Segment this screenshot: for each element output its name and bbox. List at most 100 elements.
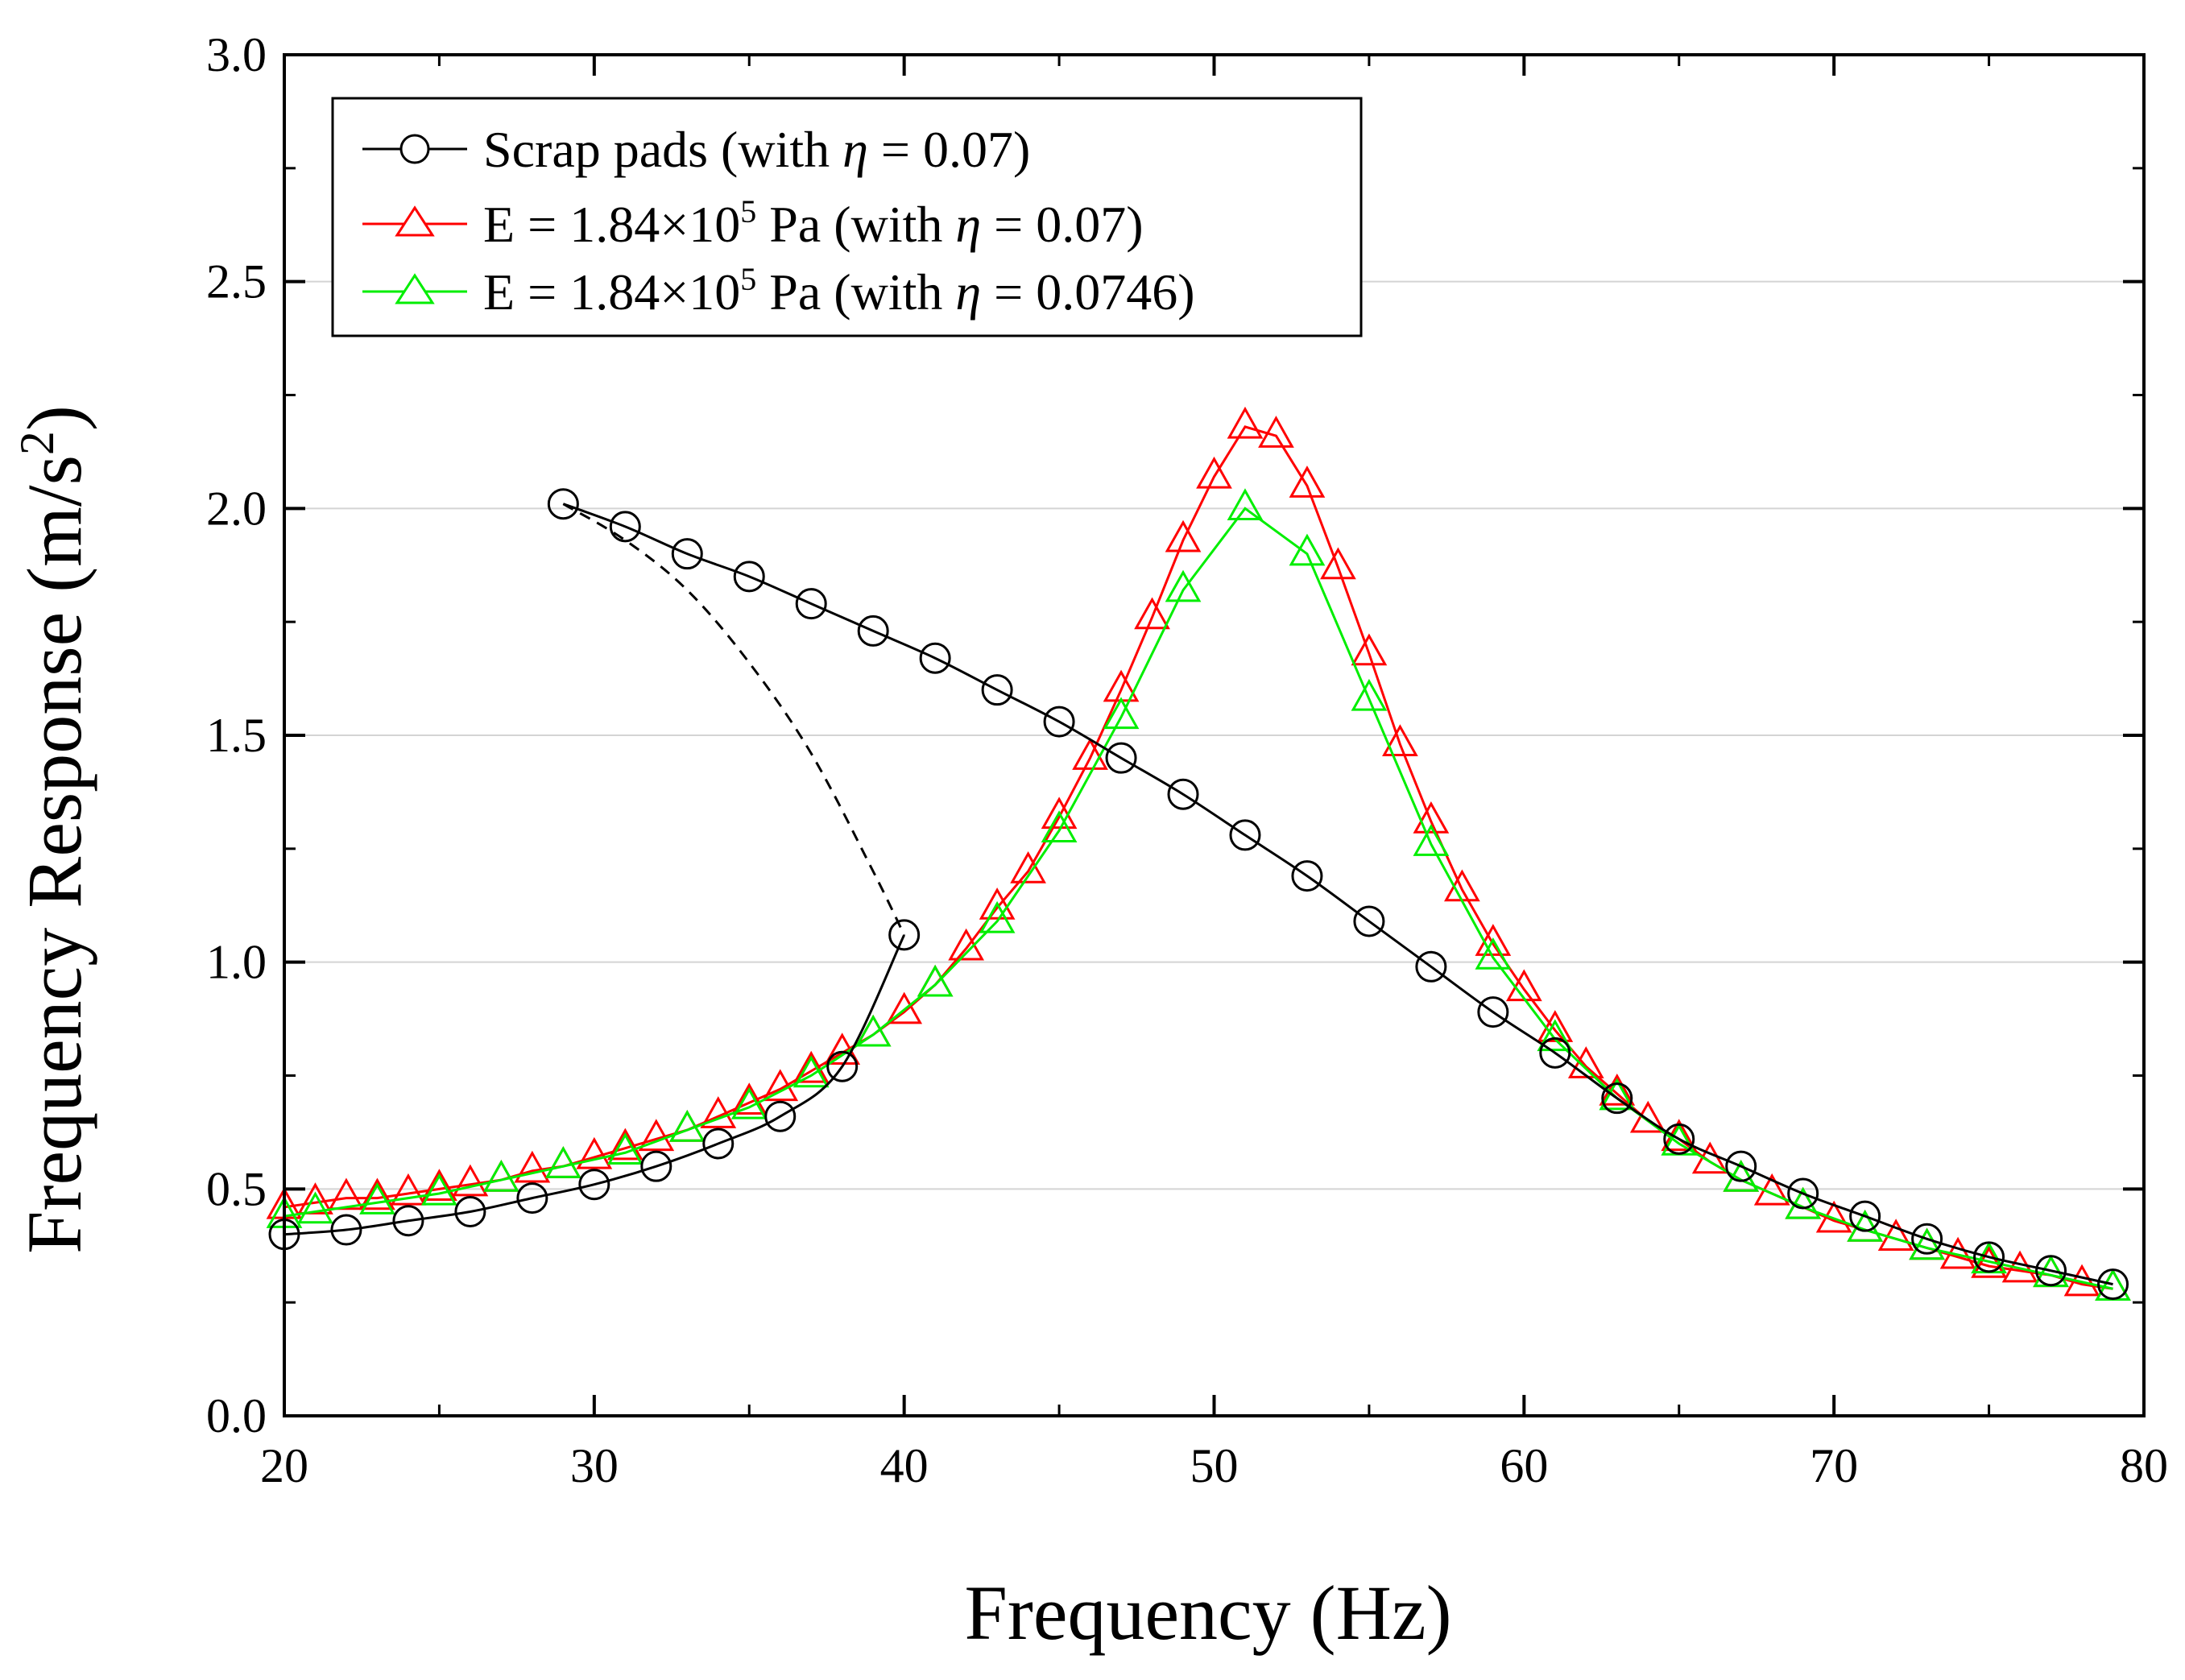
y-axis-title-main: Frequency Response (m/s	[11, 455, 97, 1254]
red-triangle-point	[1289, 466, 1326, 498]
legend-entry-red: E = 1.84×105 Pa (with η = 0.07)	[362, 193, 1144, 253]
red-triangle-point	[1629, 1100, 1666, 1133]
red-triangle-point	[1041, 797, 1078, 830]
scrap-pads-upper-circle-point	[1787, 1177, 1819, 1210]
red-triangle-point	[1258, 416, 1294, 448]
y-axis-title-superscript: 2	[10, 431, 64, 455]
green-series-line	[283, 507, 2113, 1290]
scrap-pads-upper-circle-point	[547, 488, 579, 520]
legend: Scrap pads (with η = 0.07) E = 1.84×105 …	[331, 97, 1363, 337]
y-axis-title-close: )	[11, 405, 97, 431]
green-triangle-point	[359, 1182, 395, 1214]
red-triangle-point	[1567, 1046, 1604, 1078]
scrap-pads-unstable-dashed-line	[562, 503, 906, 936]
legend-entry-green: E = 1.84×105 Pa (with η = 0.0746)	[362, 261, 1195, 321]
x-tick-label: 20	[260, 1439, 308, 1492]
red-triangle-point	[1444, 869, 1480, 902]
scrap-pads-upper-circle-point	[609, 511, 641, 543]
green-triangle-point	[1723, 1160, 1760, 1192]
green-triangle-point	[1289, 533, 1326, 566]
legend-label-green: E = 1.84×105 Pa (with η = 0.0746)	[483, 261, 1195, 321]
green-triangle-point	[1909, 1227, 1945, 1260]
green-triangle-point	[421, 1173, 457, 1206]
series-scrap-pads	[268, 488, 2129, 1301]
green-triangle-point	[730, 1086, 768, 1119]
scrap-pads-upper-circle-point	[2035, 1255, 2067, 1287]
red-triangle-point	[1413, 801, 1450, 834]
scrap-pads-upper-circle-point	[1105, 742, 1137, 774]
scrap-pads-upper-circle-point	[981, 674, 1013, 706]
scrap-pads-lower-circle-point	[888, 919, 921, 951]
x-axis-title: Frequency (Hz)	[964, 1570, 1451, 1656]
legend-marker-circle	[399, 134, 430, 164]
green-triangle-point	[979, 900, 1016, 933]
red-triangle-point	[1320, 547, 1356, 580]
x-tick-label: 40	[880, 1439, 929, 1492]
red-triangle-point	[328, 1177, 365, 1210]
green-triangle-point	[1103, 697, 1140, 730]
red-triangle-point	[421, 1169, 457, 1202]
series-green-eta-0.0746	[266, 488, 2131, 1301]
red-triangle-point	[1010, 850, 1046, 883]
red-triangle-point	[1072, 738, 1108, 770]
scrap-pads-upper-circle-point	[1477, 996, 1509, 1028]
red-triangle-point	[1196, 456, 1232, 489]
scrap-pads-lower-circle-point	[764, 1100, 797, 1132]
green-triangle-point	[1413, 824, 1450, 856]
red-triangle-point	[297, 1182, 333, 1214]
red-triangle-point	[979, 888, 1016, 920]
red-triangle-point	[606, 1128, 643, 1161]
scrap-pads-lower-circle-point	[826, 1050, 859, 1082]
green-triangle-point	[1351, 678, 1388, 711]
scrap-pads-upper-circle-point	[1353, 905, 1385, 937]
red-triangle-point	[1227, 406, 1264, 439]
axis-ticks: 0.0 0.5 1.0 1.5 2.0 2.5 3.0 20 30 40 50 60 70 80	[206, 28, 2168, 1492]
scrap-pads-upper-circle-point	[1601, 1082, 1633, 1115]
red-triangle-point	[886, 991, 923, 1024]
scrap-pads-upper-circle-point	[1167, 778, 1199, 810]
legend-box	[331, 97, 1363, 337]
legend-label-scrap-pads: Scrap pads (with η = 0.07)	[483, 121, 1030, 178]
scrap-pads-upper-circle-point	[1911, 1223, 1943, 1255]
scrap-pads-lower-circle-point	[330, 1214, 362, 1246]
green-triangle-point	[855, 1014, 892, 1047]
scrap-pads-upper-circle-point	[1043, 706, 1075, 738]
scrap-pads-upper-circle-point	[1725, 1150, 1757, 1182]
y-tick-label: 3.0	[206, 28, 267, 81]
red-triangle-point	[514, 1150, 551, 1183]
y-tick-label: 2.0	[206, 482, 267, 535]
red-triangle-point	[452, 1164, 489, 1197]
green-triangle-point	[792, 1055, 830, 1088]
scrap-pads-lower-line	[283, 934, 906, 1236]
scrap-pads-upper-circle-point	[1291, 860, 1323, 892]
scrap-pads-lower-circle-point	[702, 1128, 735, 1160]
red-triangle-point	[1165, 519, 1202, 552]
x-tick-label: 30	[570, 1439, 619, 1492]
x-tick-label: 50	[1190, 1439, 1239, 1492]
green-triangle-point	[1227, 488, 1264, 521]
scrap-pads-upper-circle-point	[1973, 1241, 2005, 1273]
scrap-pads-upper-circle-point	[671, 538, 703, 570]
red-triangle-point	[730, 1082, 768, 1115]
scrap-pads-lower-circle-point	[578, 1169, 610, 1201]
green-triangle-point	[1475, 937, 1512, 970]
scrap-pads-upper-line	[562, 503, 2113, 1286]
scrap-pads-upper-circle-point	[795, 588, 827, 620]
red-series-line	[283, 425, 2113, 1290]
green-triangle-point	[917, 964, 954, 997]
y-tick-label: 2.5	[206, 255, 267, 308]
red-triangle-point	[390, 1173, 427, 1206]
scrap-pads-upper-circle-point	[733, 561, 765, 593]
red-triangle-point	[1382, 724, 1418, 756]
scrap-pads-upper-circle-point	[1415, 950, 1447, 983]
red-triangle-point	[762, 1069, 799, 1102]
axis-titles: Frequency (Hz) Frequency Response (m/s2)	[10, 405, 1452, 1656]
y-tick-label: 1.5	[206, 709, 267, 762]
scrap-pads-upper-circle-point	[1663, 1123, 1695, 1155]
legend-entry-scrap-pads: Scrap pads (with η = 0.07)	[362, 121, 1030, 178]
green-triangle-point	[606, 1132, 643, 1165]
red-triangle-point	[638, 1119, 675, 1152]
scrap-pads-upper-circle-point	[2097, 1268, 2129, 1301]
green-triangle-point	[1599, 1078, 1636, 1111]
